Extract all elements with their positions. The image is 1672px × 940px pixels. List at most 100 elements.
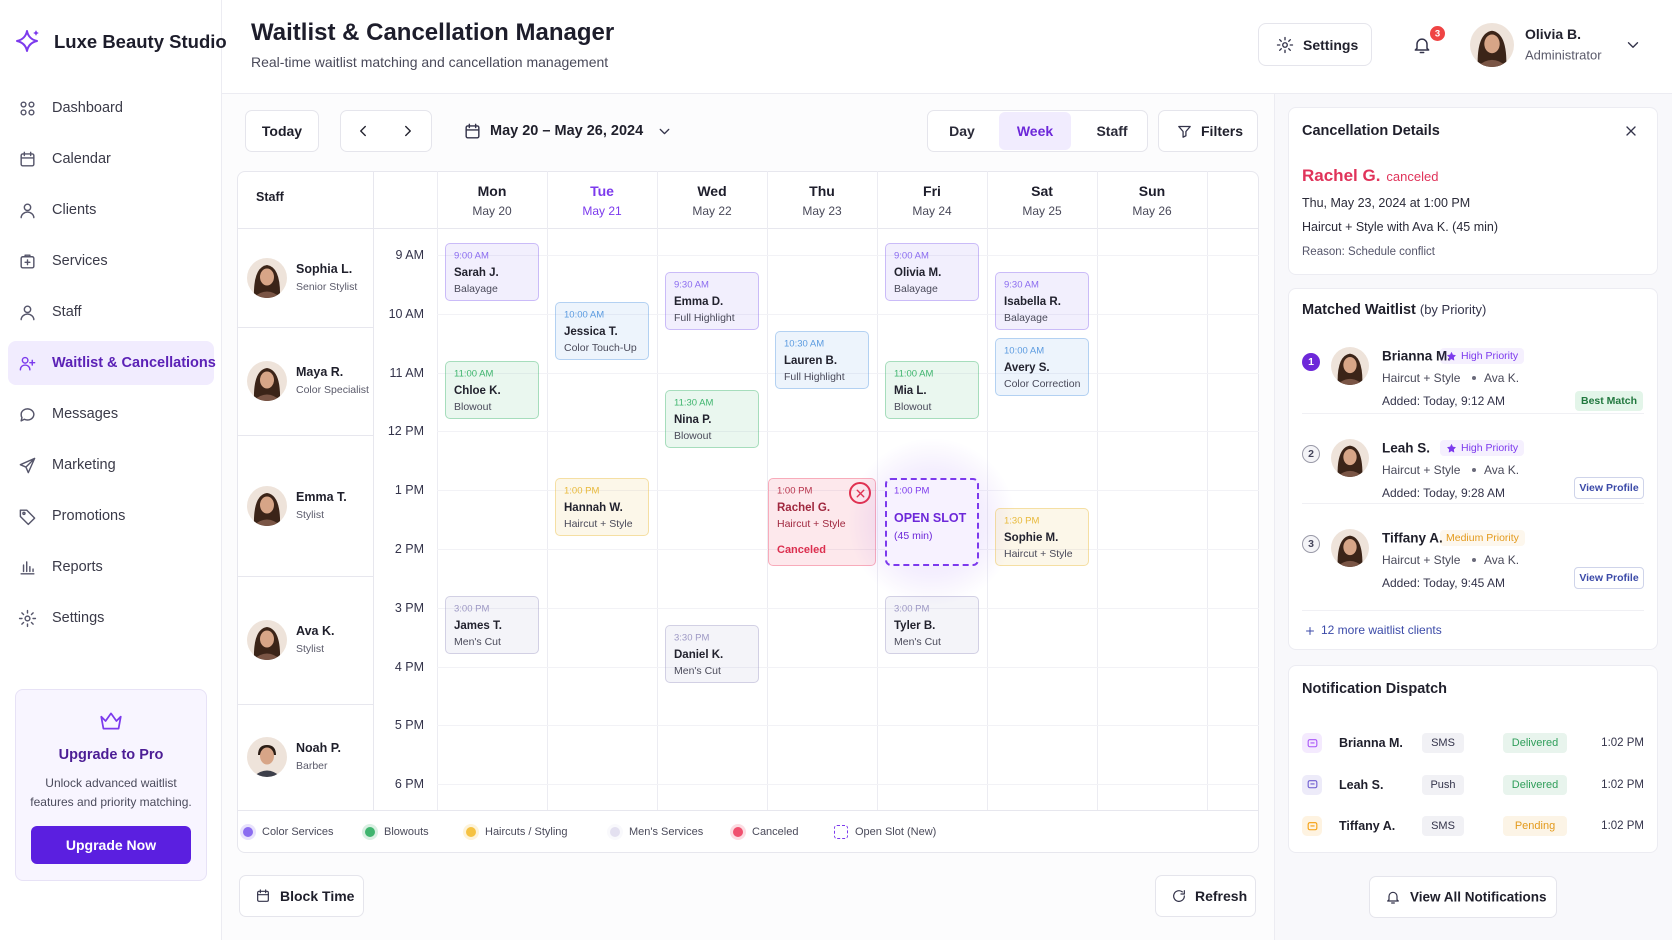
appointment-service: Balayage — [1004, 312, 1048, 325]
staff-name: Emma T. — [296, 489, 347, 504]
icon-shape — [1177, 125, 1191, 138]
icon-shape — [253, 492, 281, 526]
nav-item[interactable] — [8, 239, 214, 283]
appointment-client: Daniel K. — [674, 649, 724, 662]
appointment[interactable] — [445, 243, 539, 301]
icon-shape — [405, 125, 411, 137]
today-button[interactable] — [245, 110, 319, 152]
appointment-client: Sarah J. — [454, 267, 499, 279]
appointment-service: Balayage — [894, 283, 938, 295]
appointment[interactable] — [995, 338, 1089, 397]
appointment-time: 10:00 AM — [564, 309, 605, 321]
legend-swatch — [243, 827, 253, 837]
icon-shape — [1387, 891, 1399, 904]
avatar — [1470, 23, 1514, 67]
action-button[interactable] — [1574, 477, 1644, 499]
appointment[interactable] — [665, 272, 759, 331]
block-time-button[interactable] — [239, 875, 364, 917]
icon-shape — [33, 30, 39, 36]
appointment[interactable] — [555, 301, 649, 360]
appointment[interactable] — [445, 595, 539, 654]
appointment-time: 1:00 PM — [894, 485, 930, 497]
waitlist-stylist: Ava K. — [1484, 371, 1520, 385]
avatar — [247, 620, 287, 660]
appointment-client: Emma D. — [674, 296, 724, 309]
staff-name: Noah P. — [296, 741, 341, 755]
day-date: May 20 — [472, 204, 512, 218]
appointment-client: Lauren B. — [784, 355, 838, 368]
appointment[interactable] — [885, 243, 979, 301]
appointment-client: Avery S. — [1004, 362, 1050, 375]
icon-shape — [257, 889, 269, 902]
icon — [255, 888, 271, 904]
icon — [1624, 36, 1642, 54]
rank: 1 — [1308, 356, 1314, 368]
view-tab[interactable] — [999, 112, 1071, 150]
separator-dot — [1472, 468, 1476, 472]
refresh-button[interactable] — [1155, 875, 1256, 917]
hour-line — [437, 490, 1259, 492]
icon-shape — [1627, 42, 1639, 48]
icon-shape — [18, 609, 36, 627]
icon — [1171, 888, 1187, 904]
avatar — [247, 737, 287, 777]
appointment[interactable] — [775, 331, 869, 390]
appointment[interactable] — [885, 360, 979, 419]
upgrade-button[interactable] — [31, 826, 191, 864]
filters-button[interactable] — [1158, 110, 1258, 152]
appointment[interactable] — [995, 272, 1089, 331]
cancel-reason: Reason: Schedule conflict — [1302, 246, 1435, 258]
icon-shape — [19, 253, 35, 269]
rank: 3 — [1308, 538, 1314, 550]
icon-shape — [253, 627, 281, 660]
nav-item[interactable] — [8, 188, 214, 232]
icon-shape — [19, 210, 35, 218]
nav-item[interactable] — [8, 290, 214, 334]
staff-role: Barber — [296, 760, 328, 772]
appointment[interactable] — [665, 390, 759, 448]
time-label: 5 PM — [394, 718, 424, 733]
action-label: Best Match — [1580, 395, 1638, 407]
icon-shape — [257, 889, 269, 896]
appointment[interactable] — [555, 478, 649, 537]
icon-shape — [253, 394, 281, 401]
waitlist-service: Haircut + Style — [1382, 371, 1461, 385]
settings-button[interactable] — [1258, 23, 1372, 66]
icon-shape — [19, 312, 35, 320]
upgrade-text: features and priority matching. — [30, 795, 192, 809]
action-button[interactable] — [1574, 567, 1644, 589]
cancel-icon — [849, 482, 871, 505]
day-date: May 24 — [912, 204, 952, 218]
appointment-service: Blowout — [454, 400, 492, 413]
icon-shape — [100, 712, 122, 730]
appointment[interactable] — [665, 625, 759, 684]
icon-shape — [1336, 470, 1364, 477]
avatar — [1331, 347, 1369, 385]
time-label: 11 AM — [389, 365, 424, 380]
appointment-service: Haircut + Style — [564, 518, 633, 531]
legend-swatch — [365, 827, 375, 837]
icon — [854, 487, 867, 500]
icon-shape — [1177, 125, 1191, 138]
icon-shape — [1336, 378, 1364, 385]
appointment[interactable] — [445, 360, 539, 419]
icon-shape — [1336, 560, 1364, 567]
icon-shape — [659, 128, 669, 134]
appointment[interactable] — [885, 478, 979, 567]
staff-divider — [237, 435, 373, 436]
separator-dot — [1472, 558, 1476, 562]
icon-shape — [659, 128, 669, 134]
icon-shape — [19, 457, 35, 473]
nav-item[interactable] — [8, 545, 214, 589]
view-all-button[interactable] — [1369, 876, 1557, 918]
hour-line — [437, 255, 1259, 256]
nav-item[interactable] — [8, 137, 214, 181]
appointment[interactable] — [885, 595, 979, 654]
appointment-service: Haircut + Style — [1004, 547, 1073, 560]
appointment[interactable] — [995, 507, 1089, 566]
appointment-service: Haircut + Style — [777, 518, 846, 531]
nav-item[interactable] — [8, 596, 214, 640]
icon-shape — [19, 457, 35, 473]
nav-item[interactable] — [8, 341, 214, 385]
appointment-status: Canceled — [777, 544, 826, 557]
